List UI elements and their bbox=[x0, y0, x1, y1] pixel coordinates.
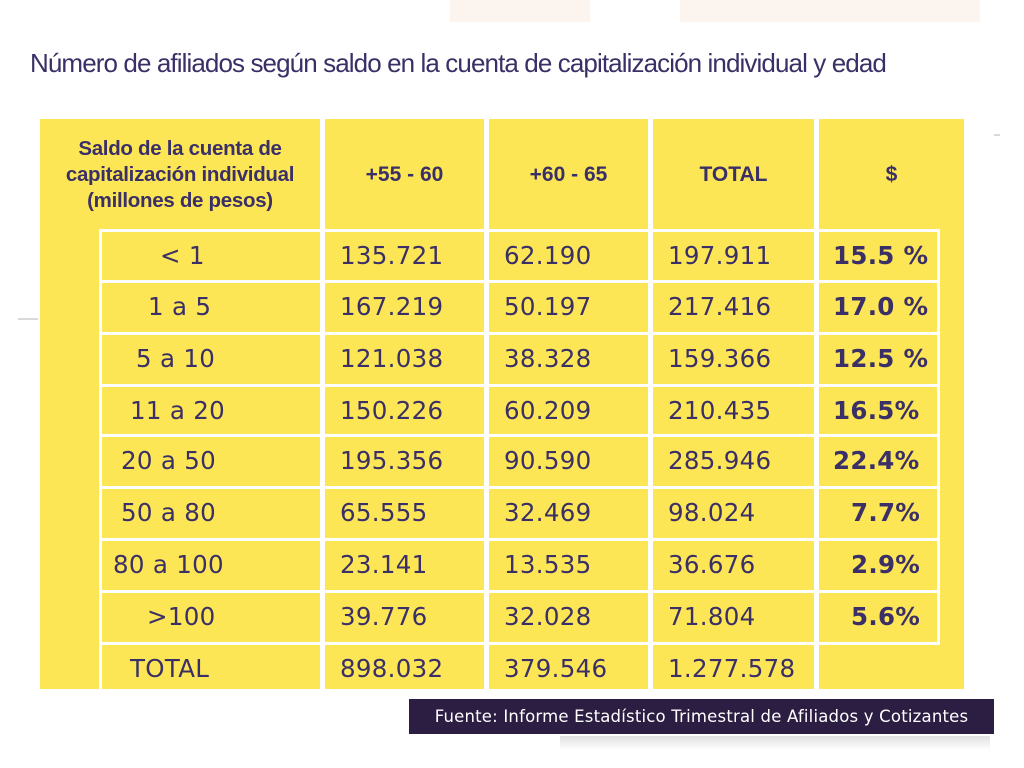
column-separator bbox=[484, 119, 489, 689]
cell-range: 80 a 100 bbox=[113, 549, 224, 579]
cell-range: 11 a 20 bbox=[130, 395, 226, 425]
source-caption: Fuente: Informe Estadístico Trimestral d… bbox=[409, 699, 994, 734]
cell-age-55-60: 39.776 bbox=[340, 601, 428, 631]
divider bbox=[994, 134, 1000, 136]
header-age-60-65: +60 - 65 bbox=[529, 163, 608, 186]
cell-age-55-60: 195.356 bbox=[340, 445, 444, 475]
cell-age-60-65: 13.535 bbox=[504, 549, 592, 579]
cell-range: >100 bbox=[147, 601, 216, 631]
cell-range: 50 a 80 bbox=[121, 497, 217, 527]
row-border bbox=[99, 280, 940, 283]
row-border bbox=[99, 486, 940, 489]
cell-total: 197.911 bbox=[668, 240, 772, 270]
cell-range: 20 a 50 bbox=[121, 445, 217, 475]
header-percent: $ bbox=[885, 163, 898, 186]
cell-percent: 2.9% bbox=[851, 549, 921, 579]
row-border bbox=[99, 538, 940, 541]
column-separator bbox=[814, 119, 819, 689]
cell-total: 98.024 bbox=[668, 497, 756, 527]
header-total: TOTAL bbox=[699, 163, 768, 186]
cell-age-60-65: 62.190 bbox=[504, 240, 592, 270]
cell-age-55-60: 150.226 bbox=[340, 395, 444, 425]
cell-age-60-65: 90.590 bbox=[504, 445, 592, 475]
total-age-55-60: 898.032 bbox=[340, 653, 444, 683]
cell-percent: 12.5 % bbox=[833, 343, 929, 373]
cell-age-55-60: 23.141 bbox=[340, 549, 428, 579]
page-title: Número de afiliados según saldo en la cu… bbox=[30, 48, 887, 78]
row-border bbox=[99, 642, 940, 645]
cell-range: < 1 bbox=[160, 240, 205, 270]
cell-age-55-60: 167.219 bbox=[340, 291, 444, 321]
cell-age-55-60: 121.038 bbox=[340, 343, 444, 373]
row-border bbox=[99, 384, 940, 387]
row-border bbox=[99, 229, 940, 232]
cell-range: 1 a 5 bbox=[148, 291, 212, 321]
source-text: Fuente: Informe Estadístico Trimestral d… bbox=[434, 707, 969, 726]
cell-range: 5 a 10 bbox=[136, 343, 216, 373]
cell-total: 159.366 bbox=[668, 343, 772, 373]
cell-age-60-65: 38.328 bbox=[504, 343, 592, 373]
cell-age-60-65: 50.197 bbox=[504, 291, 592, 321]
cell-age-55-60: 65.555 bbox=[340, 497, 428, 527]
cell-total: 285.946 bbox=[668, 445, 772, 475]
row-border bbox=[99, 229, 102, 689]
background-decoration bbox=[680, 0, 980, 22]
total-label: TOTAL bbox=[130, 653, 210, 683]
cell-age-60-65: 60.209 bbox=[504, 395, 592, 425]
cell-age-60-65: 32.469 bbox=[504, 497, 592, 527]
cell-total: 217.416 bbox=[668, 291, 772, 321]
cell-age-55-60: 135.721 bbox=[340, 240, 444, 270]
cell-percent: 15.5 % bbox=[833, 240, 929, 270]
cell-percent: 22.4% bbox=[833, 445, 920, 475]
cell-age-60-65: 32.028 bbox=[504, 601, 592, 631]
row-border bbox=[99, 590, 940, 593]
column-separator bbox=[648, 119, 653, 689]
header-age-55-60: +55 - 60 bbox=[365, 163, 444, 186]
cell-total: 36.676 bbox=[668, 549, 756, 579]
cell-percent: 7.7% bbox=[851, 497, 921, 527]
row-border bbox=[99, 434, 940, 437]
cell-percent: 17.0 % bbox=[833, 291, 929, 321]
column-separator bbox=[320, 119, 325, 689]
cell-percent: 5.6% bbox=[851, 601, 921, 631]
divider bbox=[18, 318, 38, 320]
background-decoration bbox=[450, 0, 590, 22]
total-grand: 1.277.578 bbox=[668, 653, 796, 683]
total-age-60-65: 379.546 bbox=[504, 653, 608, 683]
cell-total: 210.435 bbox=[668, 395, 772, 425]
cell-percent: 16.5% bbox=[833, 395, 920, 425]
header-balance: Saldo de la cuenta de capitalización ind… bbox=[65, 137, 295, 212]
data-table bbox=[40, 119, 964, 689]
row-border bbox=[99, 332, 940, 335]
source-shadow bbox=[560, 736, 990, 750]
cell-total: 71.804 bbox=[668, 601, 756, 631]
